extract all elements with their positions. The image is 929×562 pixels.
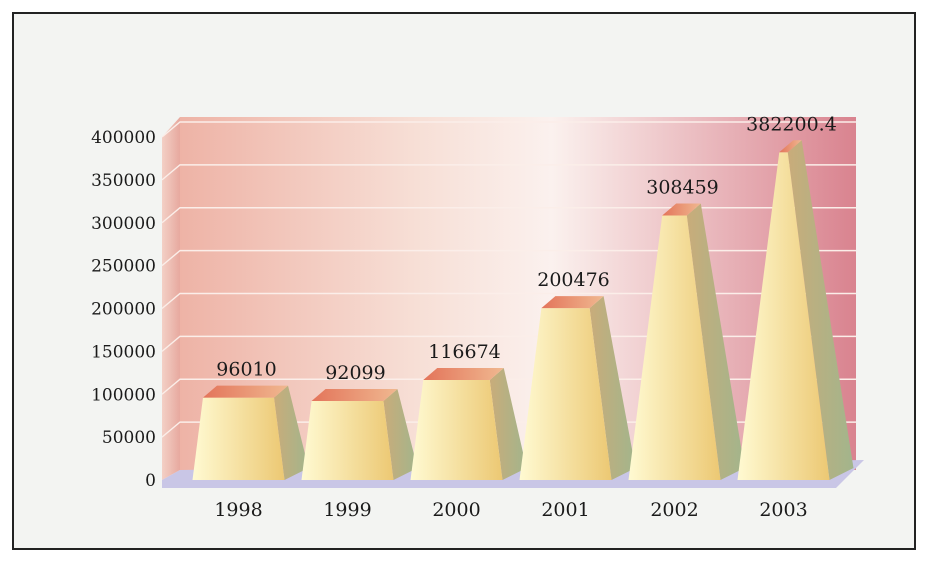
y-tick-label: 50000 — [102, 428, 156, 448]
y-tick-label: 200000 — [91, 300, 156, 320]
y-tick-label: 250000 — [91, 257, 156, 277]
gridline — [161, 335, 856, 352]
bar-2002: 308459 — [628, 176, 745, 481]
y-tick-label: 0 — [145, 471, 156, 491]
x-tick-label: 1998 — [214, 499, 262, 521]
x-tick-label: 2002 — [650, 499, 698, 521]
x-tick-label: 2001 — [541, 499, 589, 521]
data-label: 92099 — [325, 362, 385, 384]
x-tick-label: 2003 — [759, 499, 807, 521]
bar-top-face — [779, 140, 802, 153]
bars: 96010 92099 116674 200476 308459 382200.4 — [192, 113, 854, 481]
bar-front-face — [737, 152, 830, 480]
bar-side-face — [686, 203, 745, 481]
bar-side-face — [274, 385, 309, 480]
gridline — [161, 164, 856, 181]
chart-frame: 0 50000 100000 150000 200000 250000 300000 3500… — [12, 12, 916, 550]
bar-2003: 382200.4 — [737, 113, 854, 480]
y-tick-label: 350000 — [91, 171, 156, 191]
bar-side-face — [787, 140, 854, 480]
bar-2001: 200476 — [519, 269, 636, 480]
y-tick-label: 400000 — [91, 128, 156, 148]
bar-1999: 92099 — [301, 362, 418, 480]
data-label: 382200.4 — [746, 113, 837, 135]
x-tick-label: 2000 — [432, 499, 480, 521]
y-tick-label: 100000 — [91, 385, 156, 405]
gridline — [161, 421, 856, 438]
bar-side-face — [383, 389, 418, 480]
bar-front-face — [301, 401, 394, 480]
data-label: 200476 — [537, 269, 610, 291]
bar-front-face — [519, 308, 612, 480]
gridlines — [161, 121, 856, 438]
bar-front-face — [192, 397, 285, 480]
gridline — [161, 249, 856, 267]
bar-top-face — [541, 296, 604, 309]
bar-front-face — [628, 215, 721, 481]
bar-top-face — [662, 203, 701, 216]
bar-top-face — [423, 367, 504, 380]
x-tick-label: 1999 — [323, 499, 371, 521]
bar-top-face — [311, 389, 398, 402]
data-label: 96010 — [216, 359, 276, 381]
left-wall — [162, 117, 180, 480]
bar-top-face — [202, 385, 289, 398]
gridline — [161, 378, 856, 395]
bar-side-face — [589, 296, 636, 480]
y-axis: 0 50000 100000 150000 200000 250000 300000 3500… — [91, 128, 156, 491]
y-tick-label: 300000 — [91, 214, 156, 234]
pyramid-bar-chart: 0 50000 100000 150000 200000 250000 300000 3500… — [91, 113, 864, 521]
gridline — [161, 292, 856, 310]
x-axis: 1998 1999 2000 2001 2002 2003 — [214, 499, 807, 521]
data-label: 116674 — [428, 341, 501, 363]
y-tick-label: 150000 — [91, 342, 156, 362]
gridline — [161, 207, 856, 224]
bar-1998: 96010 — [192, 359, 309, 480]
gridline — [161, 121, 856, 138]
data-label: 308459 — [646, 176, 719, 198]
bar-front-face — [410, 379, 503, 480]
bar-2000: 116674 — [410, 341, 527, 480]
bar-side-face — [489, 367, 527, 480]
